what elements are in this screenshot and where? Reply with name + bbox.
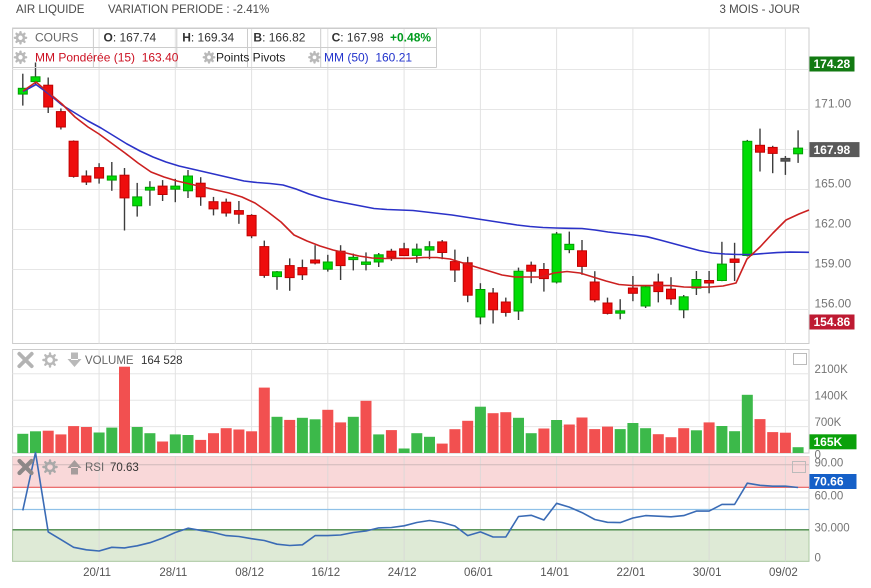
svg-text:156.00: 156.00 xyxy=(815,297,852,311)
svg-text:24/12: 24/12 xyxy=(388,567,417,579)
svg-text:165.00: 165.00 xyxy=(815,177,852,191)
svg-text:C: 167.98: C: 167.98 xyxy=(332,31,384,45)
svg-text:30.000: 30.000 xyxy=(815,523,850,535)
svg-text:06/01: 06/01 xyxy=(464,567,493,579)
svg-text:90.00: 90.00 xyxy=(815,458,844,470)
svg-text:VOLUME: VOLUME xyxy=(85,355,134,367)
svg-text:AIR LIQUIDE: AIR LIQUIDE xyxy=(16,4,85,16)
svg-text:174.28: 174.28 xyxy=(814,57,851,71)
svg-text:RSI: RSI xyxy=(85,462,104,474)
svg-text:164 528: 164 528 xyxy=(141,355,183,367)
svg-text:70.66: 70.66 xyxy=(814,475,844,489)
svg-text:60.00: 60.00 xyxy=(815,491,844,503)
svg-text:14/01: 14/01 xyxy=(540,567,569,579)
svg-text:1400K: 1400K xyxy=(815,390,849,402)
svg-text:O: 167.74: O: 167.74 xyxy=(104,31,157,45)
svg-text:70.63: 70.63 xyxy=(110,462,139,474)
svg-text:08/12: 08/12 xyxy=(235,567,264,579)
svg-text:MM Pondérée (15) 163.40: MM Pondérée (15) 163.40 xyxy=(35,51,179,65)
svg-text:154.86: 154.86 xyxy=(814,315,851,329)
svg-text:0: 0 xyxy=(815,552,821,564)
svg-text:30/01: 30/01 xyxy=(693,567,722,579)
svg-text:+0.48%: +0.48% xyxy=(390,31,431,45)
svg-text:700K: 700K xyxy=(815,417,842,429)
svg-text:09/02: 09/02 xyxy=(769,567,798,579)
svg-text:3 MOIS - JOUR: 3 MOIS - JOUR xyxy=(719,4,800,16)
svg-text:167.98: 167.98 xyxy=(814,143,851,157)
svg-text:162.00: 162.00 xyxy=(815,217,852,231)
svg-text:20/11: 20/11 xyxy=(83,567,111,579)
svg-text:H: 169.34: H: 169.34 xyxy=(182,31,234,45)
svg-text:0: 0 xyxy=(815,450,821,462)
svg-text:COURS: COURS xyxy=(35,31,78,45)
svg-text:2100K: 2100K xyxy=(815,364,849,376)
svg-text:171.00: 171.00 xyxy=(815,97,852,111)
svg-text:B: 166.82: B: 166.82 xyxy=(253,31,305,45)
svg-text:16/12: 16/12 xyxy=(311,567,340,579)
svg-text:MM (50) 160.21: MM (50) 160.21 xyxy=(324,51,412,65)
svg-text:VARIATION PERIODE : -2.41%: VARIATION PERIODE : -2.41% xyxy=(108,4,269,16)
svg-text:28/11: 28/11 xyxy=(159,567,187,579)
svg-text:Points Pivots: Points Pivots xyxy=(216,51,285,65)
svg-text:165K: 165K xyxy=(814,435,843,449)
svg-text:22/01: 22/01 xyxy=(617,567,646,579)
svg-text:159.00: 159.00 xyxy=(815,257,852,271)
